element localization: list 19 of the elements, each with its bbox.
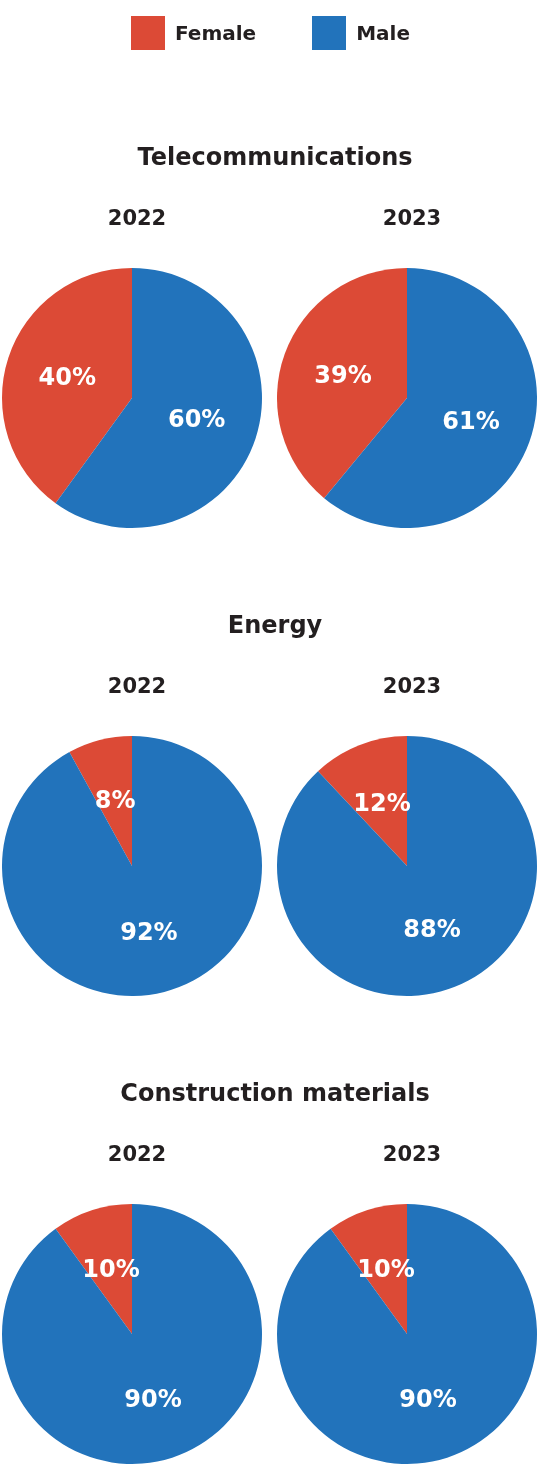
chart-title: Energy — [227, 611, 323, 639]
data-label: 90% — [124, 1384, 182, 1413]
data-label: 92% — [120, 917, 178, 946]
data-label: 60% — [167, 405, 226, 434]
legend-label: Female — [175, 21, 257, 45]
data-label: 61% — [442, 407, 500, 436]
data-label: 39% — [314, 360, 372, 389]
text: Telecommunications — [137, 143, 413, 171]
data-label: 88% — [403, 915, 461, 944]
text: 2022 — [107, 205, 167, 230]
chart-subtitle: 2023 — [382, 1141, 442, 1166]
data-label: 90% — [399, 1384, 457, 1413]
chart-subtitle: 2022 — [107, 1141, 167, 1166]
legend-label: Male — [356, 21, 410, 45]
chart-title: Construction materials — [120, 1079, 430, 1107]
chart-subtitle: 2023 — [382, 673, 442, 698]
chart-subtitle: 2022 — [107, 673, 167, 698]
data-label: 40% — [38, 362, 97, 391]
chart-subtitle: 2023 — [382, 205, 442, 230]
